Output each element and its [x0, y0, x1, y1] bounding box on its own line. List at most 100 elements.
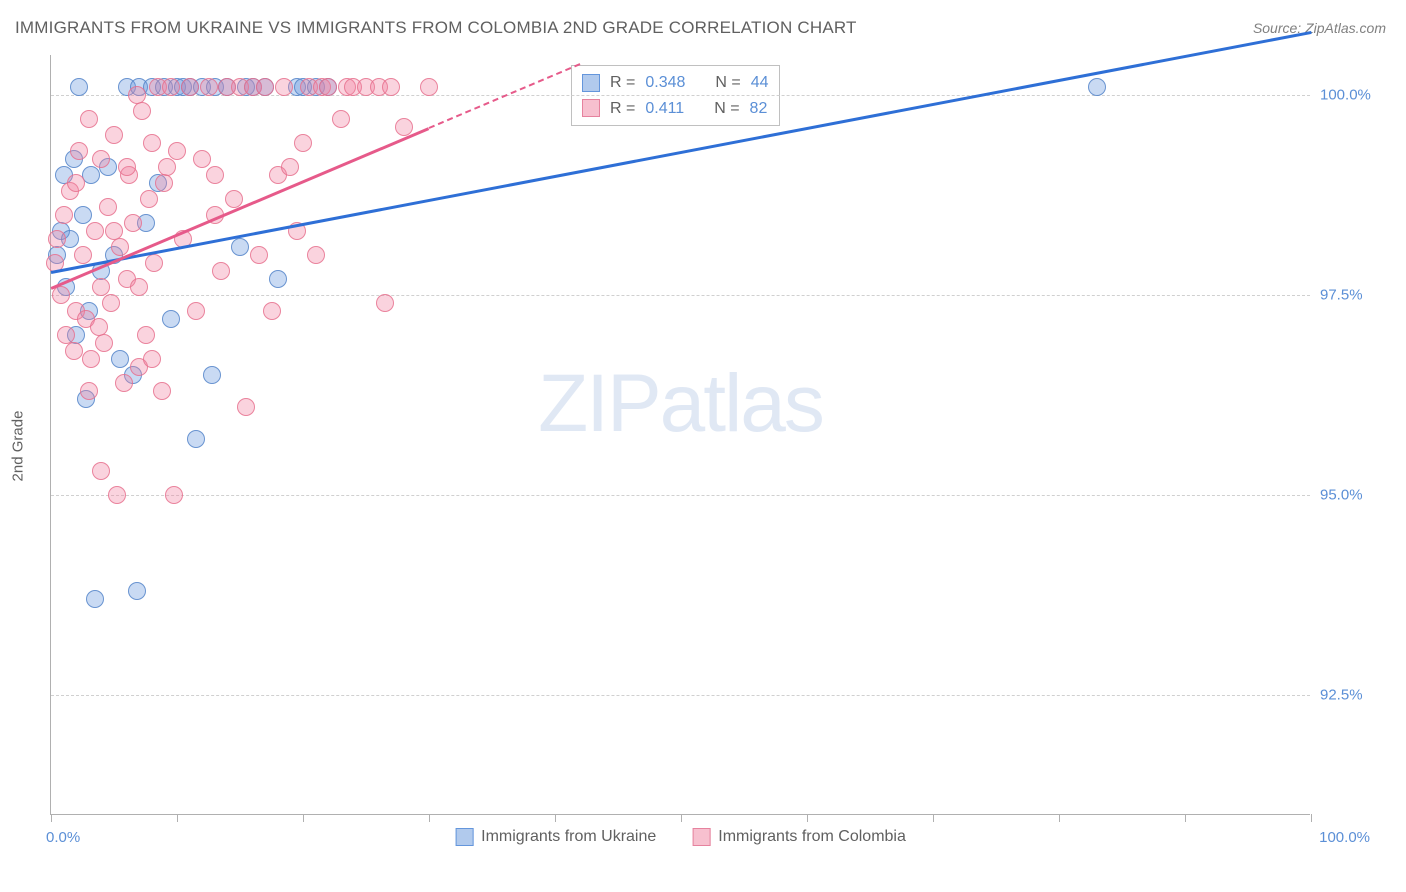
data-point — [111, 350, 129, 368]
data-point — [376, 294, 394, 312]
data-point — [105, 222, 123, 240]
legend-swatch-blue — [455, 828, 473, 846]
data-point — [105, 126, 123, 144]
data-point — [92, 462, 110, 480]
data-point — [65, 342, 83, 360]
data-point — [237, 398, 255, 416]
data-point — [319, 78, 337, 96]
data-point — [95, 334, 113, 352]
data-point — [307, 246, 325, 264]
data-point — [108, 486, 126, 504]
legend-r-label: R = — [610, 96, 635, 122]
legend-item-colombia: Immigrants from Colombia — [692, 828, 906, 846]
watermark-atlas: atlas — [660, 358, 823, 449]
data-point — [80, 382, 98, 400]
x-tick — [303, 814, 304, 822]
data-point — [395, 118, 413, 136]
data-point — [55, 206, 73, 224]
y-tick-label: 92.5% — [1320, 687, 1400, 704]
legend-label-ukraine: Immigrants from Ukraine — [481, 828, 656, 846]
source-attribution: Source: ZipAtlas.com — [1253, 20, 1386, 36]
legend-swatch-pink — [692, 828, 710, 846]
data-point — [102, 294, 120, 312]
legend-row-colombia: R = 0.411 N = 82 — [582, 96, 769, 122]
data-point — [212, 262, 230, 280]
data-point — [118, 158, 136, 176]
watermark-zip: ZIP — [538, 358, 660, 449]
chart-title: IMMIGRANTS FROM UKRAINE VS IMMIGRANTS FR… — [15, 18, 857, 38]
x-axis-min-label: 0.0% — [46, 829, 80, 846]
x-tick — [681, 814, 682, 822]
y-axis-label: 2nd Grade — [10, 411, 27, 482]
legend-r-value-colombia: 0.411 — [645, 96, 684, 122]
data-point — [80, 110, 98, 128]
data-point — [124, 214, 142, 232]
data-point — [145, 254, 163, 272]
legend-n-label: N = — [715, 70, 740, 96]
x-tick — [429, 814, 430, 822]
data-point — [1088, 78, 1106, 96]
data-point — [162, 78, 180, 96]
y-tick-label: 97.5% — [1320, 287, 1400, 304]
legend-n-value-ukraine: 44 — [751, 70, 769, 96]
data-point — [140, 190, 158, 208]
legend-swatch-blue — [582, 74, 600, 92]
data-point — [162, 310, 180, 328]
data-point — [165, 486, 183, 504]
data-point — [382, 78, 400, 96]
data-point — [130, 278, 148, 296]
data-point — [99, 198, 117, 216]
data-point — [143, 350, 161, 368]
y-tick-label: 100.0% — [1320, 87, 1400, 104]
legend-n-value-colombia: 82 — [750, 96, 768, 122]
data-point — [137, 326, 155, 344]
x-axis-max-label: 100.0% — [1319, 829, 1370, 846]
x-tick — [933, 814, 934, 822]
watermark: ZIPatlas — [538, 357, 823, 451]
gridline — [51, 495, 1310, 496]
data-point — [143, 134, 161, 152]
data-point — [111, 238, 129, 256]
data-point — [155, 174, 173, 192]
data-point — [181, 78, 199, 96]
data-point — [86, 222, 104, 240]
data-point — [250, 246, 268, 264]
data-point — [52, 286, 70, 304]
series-legend: Immigrants from Ukraine Immigrants from … — [455, 828, 906, 846]
data-point — [269, 270, 287, 288]
gridline — [51, 695, 1310, 696]
data-point — [153, 382, 171, 400]
data-point — [67, 174, 85, 192]
data-point — [133, 102, 151, 120]
legend-item-ukraine: Immigrants from Ukraine — [455, 828, 656, 846]
data-point — [92, 278, 110, 296]
legend-label-colombia: Immigrants from Colombia — [718, 828, 906, 846]
x-tick — [1185, 814, 1186, 822]
data-point — [70, 78, 88, 96]
legend-swatch-pink — [582, 99, 600, 117]
x-tick — [1059, 814, 1060, 822]
data-point — [294, 134, 312, 152]
data-point — [92, 150, 110, 168]
data-point — [158, 158, 176, 176]
x-tick — [177, 814, 178, 822]
data-point — [82, 350, 100, 368]
data-point — [115, 374, 133, 392]
x-tick — [807, 814, 808, 822]
data-point — [206, 166, 224, 184]
gridline — [51, 295, 1310, 296]
data-point — [86, 590, 104, 608]
data-point — [187, 430, 205, 448]
legend-n-label: N = — [714, 96, 739, 122]
data-point — [231, 238, 249, 256]
trend-line — [429, 63, 581, 129]
data-point — [332, 110, 350, 128]
data-point — [256, 78, 274, 96]
data-point — [193, 150, 211, 168]
x-tick — [1311, 814, 1312, 822]
data-point — [281, 158, 299, 176]
legend-r-label: R = — [610, 70, 635, 96]
legend-row-ukraine: R = 0.348 N = 44 — [582, 70, 769, 96]
data-point — [225, 190, 243, 208]
data-point — [203, 366, 221, 384]
